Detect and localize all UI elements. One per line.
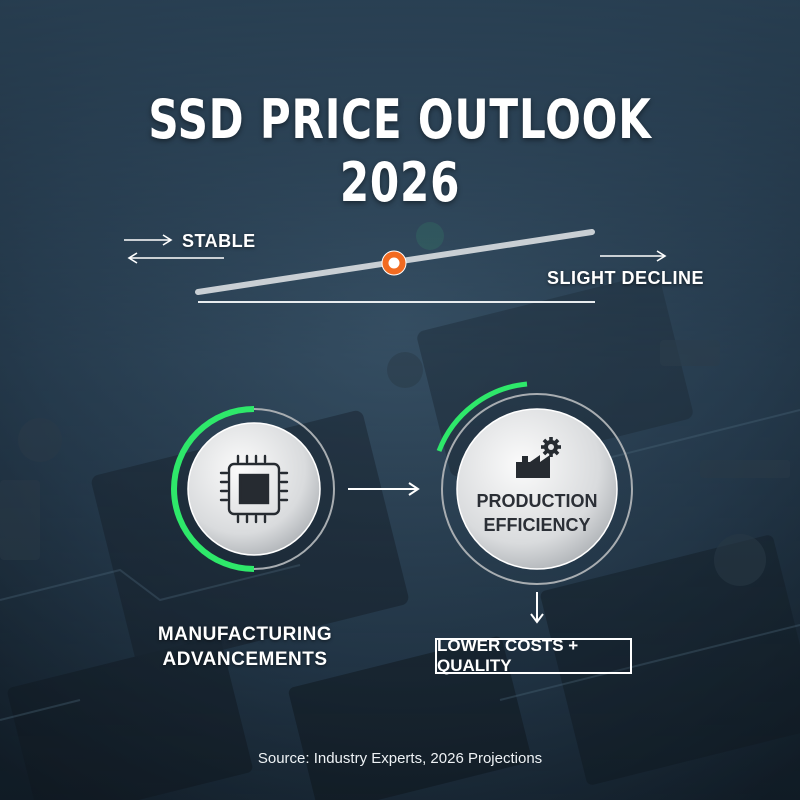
decline-arrow-icon [600, 250, 667, 262]
factory-gear-icon [516, 437, 561, 478]
efficiency-circle [436, 381, 633, 585]
slight-decline-label: SLIGHT DECLINE [547, 268, 705, 288]
progress-arc-right [436, 381, 528, 452]
scale-indicator-dot [381, 250, 407, 276]
source-caption: Source: Industry Experts, 2026 Projectio… [257, 750, 543, 767]
down-arrow-icon [530, 592, 544, 624]
production-efficiency-label: PRODUCTION EFFICIENCY [476, 491, 598, 535]
manufacturing-circle [171, 406, 335, 572]
microchip-icon [219, 454, 289, 524]
result-label: LOWER COSTS + QUALITY [437, 636, 579, 675]
progress-arc-left [171, 406, 255, 572]
stable-label: STABLE [182, 231, 256, 251]
price-scale [124, 229, 667, 303]
flow-arrow-icon [348, 482, 420, 496]
page-title: SSD PRICE OUTLOOK 2026 [148, 88, 652, 214]
stable-arrows-icon [124, 234, 224, 264]
result-box: LOWER COSTS + QUALITY [435, 636, 632, 675]
manufacturing-label: MANUFACTURING ADVANCEMENTS [157, 624, 333, 670]
